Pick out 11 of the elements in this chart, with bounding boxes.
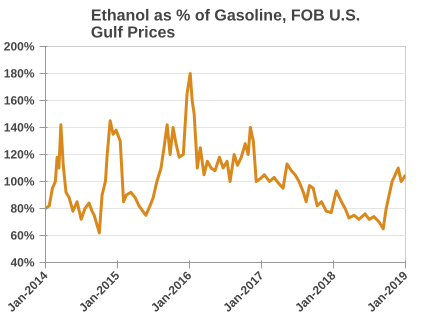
y-tick-label: 120%: [4, 148, 35, 162]
y-tick-label: 80%: [10, 202, 35, 216]
y-tick-label: 40%: [10, 256, 35, 270]
y-tick-label: 100%: [4, 174, 35, 188]
y-tick-label: 60%: [10, 228, 35, 242]
y-tick-label: 160%: [4, 94, 35, 108]
y-tick-label: 180%: [4, 66, 35, 80]
chart-title: Ethanol as % of Gasoline, FOB U.S. Gulf Prices: [90, 8, 360, 42]
y-tick-label: 200%: [4, 40, 35, 54]
line-series: [46, 72, 406, 234]
y-tick-label: 140%: [4, 120, 35, 134]
